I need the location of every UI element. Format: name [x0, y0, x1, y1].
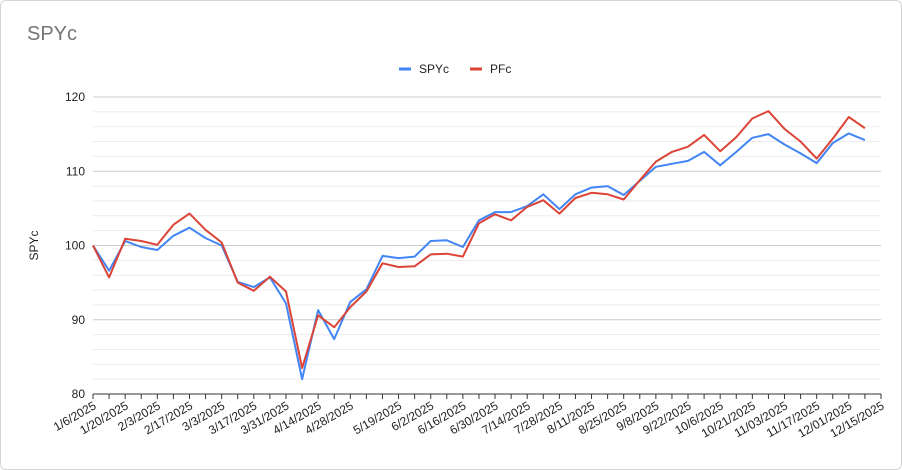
- y-tick-label: 80: [72, 387, 86, 401]
- y-axis-title: SPYc: [27, 230, 41, 260]
- y-tick-label: 100: [65, 239, 85, 253]
- series-line-pfc: [92, 110, 866, 369]
- axes: [92, 393, 882, 399]
- y-tick-label: 110: [66, 164, 85, 178]
- legend-label-spyc[interactable]: SPYc: [419, 62, 449, 76]
- y-tick-label: 120: [65, 90, 85, 104]
- y-tick-label: 90: [72, 313, 86, 327]
- series-line-spyc: [92, 132, 866, 381]
- grid-lines: [93, 96, 881, 380]
- legend-label-pfc[interactable]: PFc: [490, 62, 511, 76]
- series-lines: [92, 110, 866, 381]
- tick-labels: 8090100110120SPYc1/6/20251/20/20252/3/20…: [27, 90, 887, 441]
- legend[interactable]: SPYc PFc: [399, 62, 511, 76]
- chart-title: SPYc: [27, 23, 78, 45]
